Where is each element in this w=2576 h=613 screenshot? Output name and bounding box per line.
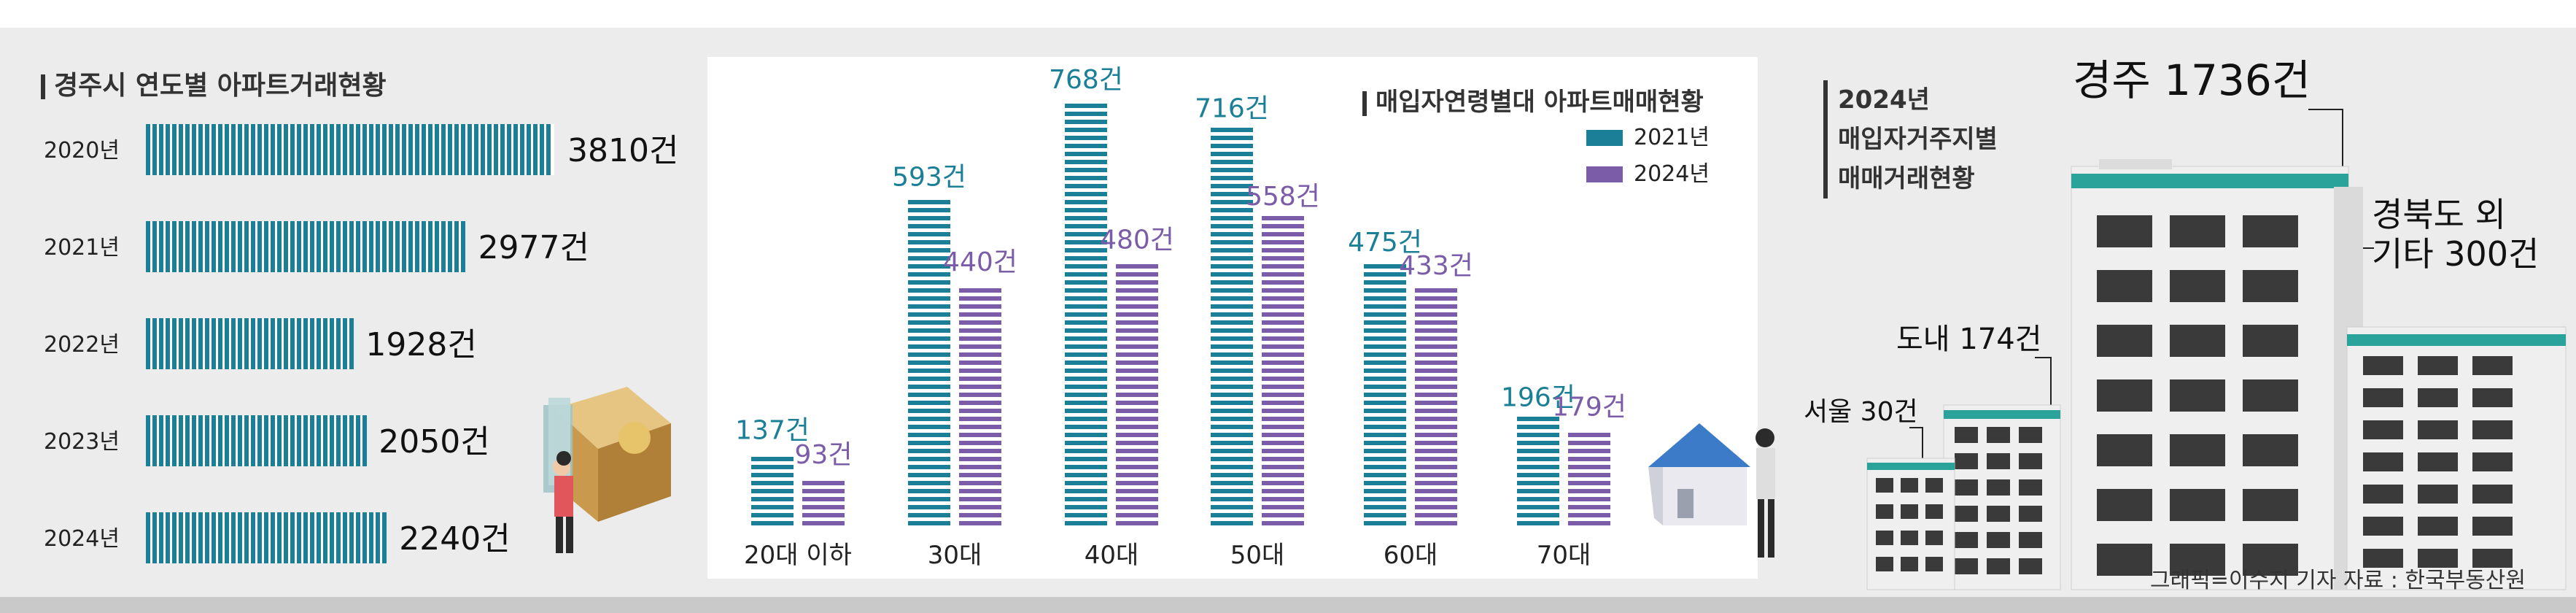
age-category-label: 50대	[1230, 541, 1285, 570]
yearly-bar	[146, 124, 554, 175]
age-value-label: 768건	[1049, 65, 1123, 95]
residence-value-label: 기타 300건	[2372, 234, 2539, 274]
age-bar	[1065, 104, 1107, 525]
yearly-category-label: 2022년	[44, 332, 120, 358]
residence-value-label: 경북도 외	[2372, 195, 2506, 234]
yearly-bar	[146, 221, 465, 272]
house-carrier-icon	[1648, 423, 1775, 558]
age-value-label: 433건	[1399, 251, 1473, 281]
yearly-category-label: 2020년	[44, 138, 120, 163]
yearly-value-label: 2240건	[399, 520, 510, 558]
apartment-buildings-icon	[1866, 159, 2567, 590]
residence-value-label: 도내 174건	[1896, 323, 2041, 356]
title-marker	[41, 74, 45, 99]
age-bar	[1415, 288, 1457, 525]
yearly-value-label: 2050건	[379, 423, 489, 460]
age-bar	[1364, 264, 1406, 525]
residence-title-line: 매입자거주지별	[1838, 125, 1998, 154]
age-value-label: 179건	[1552, 393, 1626, 423]
yearly-value-label: 2977건	[478, 229, 589, 266]
yearly-bar	[146, 512, 387, 563]
residence-value-label: 경주 1736건	[2073, 55, 2311, 105]
age-bar	[1211, 128, 1253, 525]
source-credit: 그래픽=이수지 기자 자료 : 한국부동산원	[2150, 568, 2526, 593]
yearly-bar	[146, 318, 354, 369]
age-category-label: 40대	[1085, 541, 1139, 570]
residence-value-label: 서울 30건	[1804, 397, 1918, 427]
bottom-strip	[0, 597, 2576, 613]
yearly-category-label: 2023년	[44, 429, 120, 455]
age-chart-title-wrap: 매입자연령별대 아파트매매현황	[1362, 82, 1704, 117]
legend-label: 2021년	[1634, 125, 1710, 150]
legend-label: 2024년	[1634, 161, 1710, 187]
age-value-label: 93건	[795, 440, 853, 470]
yearly-value-label: 1928건	[365, 326, 476, 363]
yearly-category-label: 2024년	[44, 526, 120, 552]
age-bar	[802, 481, 845, 525]
yearly-chart-title-wrap: 경주시 연도별 아파트거래현황	[41, 64, 387, 102]
age-value-label: 480건	[1100, 225, 1174, 255]
age-bar	[959, 288, 1001, 525]
legend-swatch	[1586, 166, 1623, 182]
age-value-label: 475건	[1348, 228, 1422, 258]
age-bar	[1116, 264, 1158, 525]
age-bar	[1262, 216, 1304, 525]
legend-swatch	[1586, 130, 1623, 146]
age-bar	[751, 457, 794, 525]
age-value-label: 196건	[1501, 383, 1575, 413]
residence-title-line: 매매거래현황	[1838, 164, 1975, 193]
money-box-carrier-icon	[543, 387, 671, 553]
age-bar	[1517, 417, 1559, 525]
yearly-category-label: 2021년	[44, 235, 120, 261]
title-marker	[1362, 90, 1367, 116]
age-bar	[908, 200, 950, 525]
residence-title-line: 2024년	[1838, 85, 1930, 115]
age-value-label: 137건	[735, 416, 810, 446]
yearly-value-label: 3810건	[567, 132, 678, 169]
age-category-label: 70대	[1537, 541, 1591, 570]
age-category-label: 30대	[928, 541, 982, 570]
age-value-label: 440건	[943, 247, 1017, 277]
age-value-label: 558건	[1246, 182, 1320, 212]
age-category-label: 60대	[1384, 541, 1438, 570]
age-value-label: 716건	[1195, 94, 1269, 124]
yearly-bar	[146, 415, 367, 466]
age-value-label: 593건	[892, 162, 966, 192]
age-chart-title: 매입자연령별대 아파트매매현황	[1376, 88, 1704, 117]
age-category-label: 20대 이하	[744, 541, 852, 570]
yearly-chart-title: 경주시 연도별 아파트거래현황	[54, 71, 387, 101]
age-bar	[1568, 433, 1610, 525]
residence-chart-title: 2024년 매입자거주지별 매매거래현황	[1823, 80, 1998, 198]
